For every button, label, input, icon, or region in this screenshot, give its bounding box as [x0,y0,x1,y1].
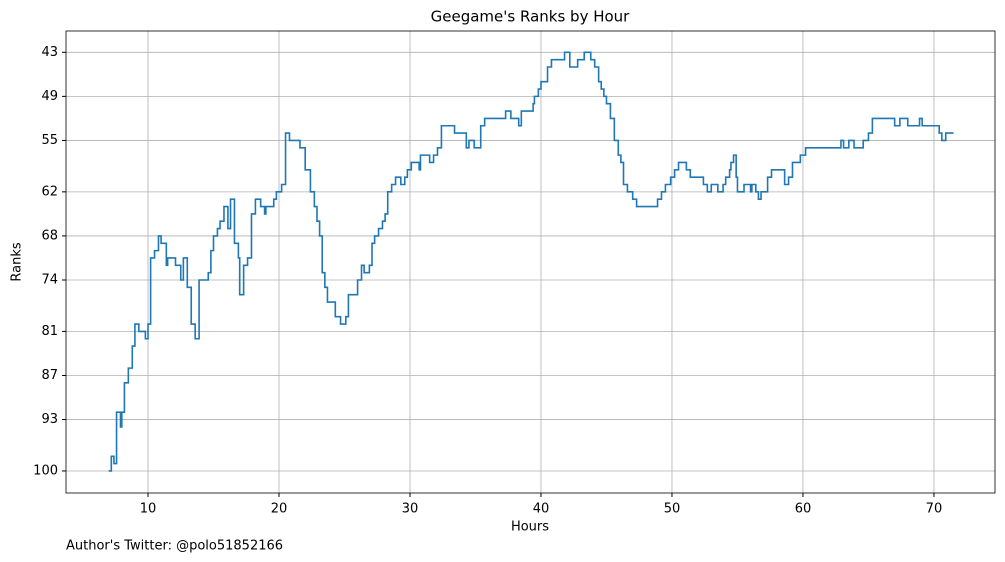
y-tick-label: 74 [41,272,58,287]
annotation: Author's Twitter: @polo51852166 [66,539,283,554]
y-tick-label: 43 [41,45,58,60]
y-tick-label: 93 [41,412,58,427]
y-tick-label: 81 [41,324,58,339]
y-tick-label: 49 [41,89,58,104]
x-tick-label: 20 [271,502,288,517]
y-axis-label: Ranks [10,242,25,281]
y-tick-label: 87 [41,368,58,383]
x-tick-label: 10 [140,502,157,517]
x-tick-label: 30 [402,502,419,517]
x-tick-label: 60 [795,502,812,517]
rank-line [108,51,954,472]
x-tick-label: 70 [926,502,943,517]
y-tick-label: 62 [41,184,58,199]
x-tick-label: 40 [533,502,550,517]
x-tick-label: 50 [664,502,681,517]
y-tick-label: 68 [41,228,58,243]
y-tick-label: 55 [41,133,58,148]
y-tick-label: 100 [33,463,58,478]
x-axis-label: Hours [511,520,549,535]
chart-title: Geegame's Ranks by Hour [431,8,631,26]
plot-frame [65,30,996,494]
